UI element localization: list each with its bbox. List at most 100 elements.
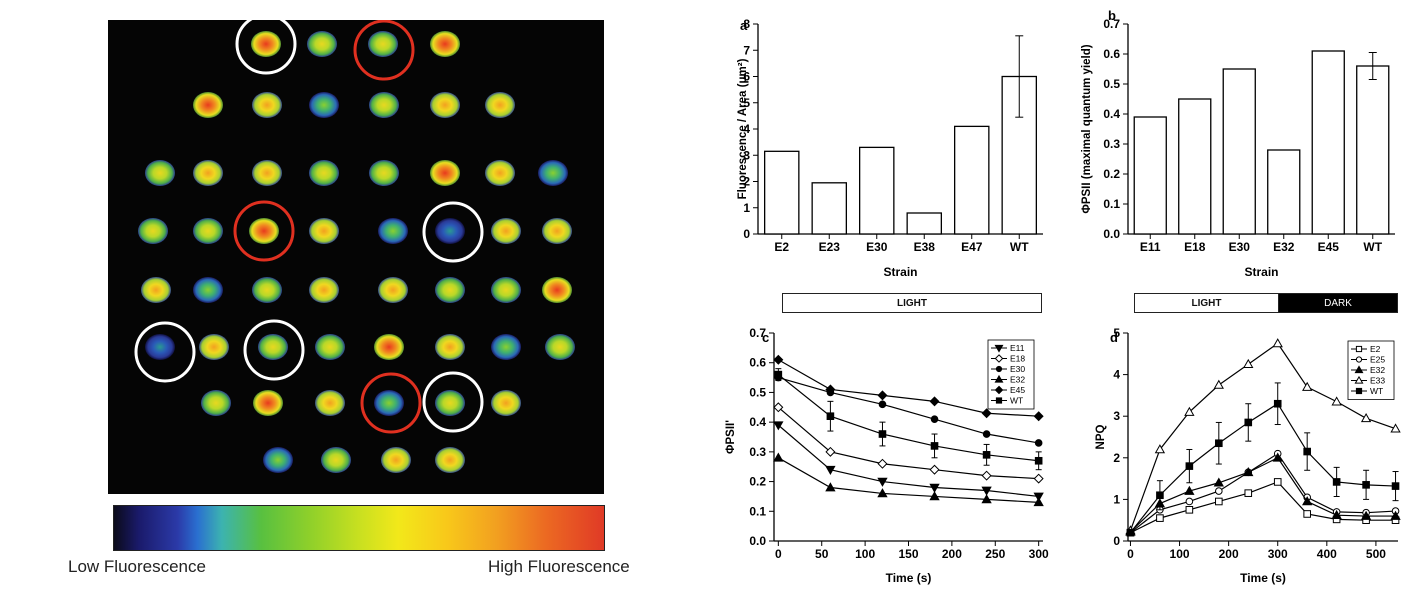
data-point bbox=[981, 470, 992, 481]
highlight-circle bbox=[422, 371, 484, 433]
legend-label: E2 bbox=[1370, 344, 1381, 354]
colony-spot bbox=[309, 160, 339, 186]
series-line bbox=[777, 406, 1039, 480]
bar bbox=[1178, 98, 1212, 235]
legend-label: E33 bbox=[1370, 376, 1385, 386]
y-tick-label: 3 bbox=[1113, 409, 1120, 423]
colorbar-high-label: High Fluorescence bbox=[488, 557, 630, 576]
colony-spot bbox=[307, 31, 337, 57]
dark-bar-d: DARK bbox=[1278, 293, 1398, 313]
data-point bbox=[1184, 485, 1195, 495]
data-point bbox=[773, 452, 784, 462]
y-tick-label: 1 bbox=[743, 201, 750, 215]
data-point bbox=[1360, 510, 1372, 520]
data-point bbox=[1126, 528, 1135, 537]
colony-spot bbox=[491, 218, 521, 244]
data-point bbox=[930, 442, 939, 450]
panel-label: c bbox=[762, 330, 769, 345]
data-point bbox=[1362, 481, 1370, 489]
data-point bbox=[1213, 379, 1224, 389]
data-point bbox=[878, 400, 887, 409]
y-tick-label: 0.5 bbox=[749, 385, 766, 399]
colony-spot bbox=[249, 218, 279, 244]
y-tick-label: 0.6 bbox=[1103, 47, 1120, 61]
x-axis-title: Time (s) bbox=[1240, 571, 1286, 585]
legend-label: E25 bbox=[1370, 355, 1385, 365]
data-point bbox=[1243, 467, 1254, 477]
colony-spot bbox=[485, 92, 515, 118]
y-tick-label: 6 bbox=[743, 70, 750, 84]
legend-label: E32 bbox=[1010, 375, 1025, 385]
data-point bbox=[1156, 514, 1164, 522]
panel-label: b bbox=[1108, 8, 1116, 23]
data-point bbox=[994, 385, 1004, 395]
data-point bbox=[1391, 482, 1400, 490]
colony-spot bbox=[315, 334, 345, 360]
chart-panel-b: b 0.0 0.1 0.2 0.3 0.4 0.5 0.6 0.7 Strain ΦPSII (ma… bbox=[1081, 8, 1395, 279]
x-tick-label: 400 bbox=[1317, 547, 1337, 561]
x-tick-label: E30 bbox=[1229, 240, 1251, 254]
data-point bbox=[878, 430, 887, 438]
colony-spot bbox=[321, 447, 351, 473]
data-point bbox=[1354, 375, 1364, 384]
colony-spot bbox=[542, 218, 572, 244]
highlight-circle bbox=[243, 319, 305, 381]
series-E45 bbox=[773, 354, 1044, 422]
colony-spot bbox=[430, 92, 460, 118]
data-point bbox=[1033, 411, 1044, 422]
data-point bbox=[1185, 506, 1194, 514]
legend-label: E30 bbox=[1010, 364, 1025, 374]
y-tick-label: 2 bbox=[743, 175, 750, 189]
data-point bbox=[1034, 456, 1043, 465]
x-axis-title: Strain bbox=[1244, 265, 1278, 279]
data-point bbox=[1034, 439, 1043, 447]
x-tick-label: 200 bbox=[1219, 547, 1239, 561]
bar bbox=[1222, 68, 1256, 235]
data-point bbox=[773, 354, 784, 365]
y-tick-label: 0.0 bbox=[749, 534, 766, 548]
colony-spot bbox=[545, 334, 575, 360]
series-line bbox=[777, 374, 1039, 462]
legend-box bbox=[987, 339, 1035, 410]
colorbar-low-label: Low Fluorescence bbox=[68, 557, 206, 576]
data-point bbox=[877, 390, 888, 401]
y-axis-title: ΦPSII' bbox=[725, 420, 737, 454]
series-WT bbox=[1126, 382, 1400, 537]
data-point bbox=[1355, 356, 1363, 363]
data-point bbox=[982, 430, 991, 438]
bar bbox=[1356, 65, 1390, 235]
data-point bbox=[929, 464, 940, 475]
y-tick-label: 8 bbox=[743, 17, 750, 31]
data-point bbox=[1185, 497, 1194, 506]
colony-spot bbox=[368, 31, 398, 57]
series-E18 bbox=[773, 402, 1044, 484]
y-tick-label: 0.4 bbox=[1103, 107, 1120, 121]
colony-spot bbox=[491, 334, 521, 360]
data-point bbox=[1033, 473, 1044, 484]
x-tick-label: WT bbox=[1010, 240, 1029, 254]
colony-spot bbox=[369, 92, 399, 118]
colony-spot bbox=[193, 218, 223, 244]
colony-spot bbox=[199, 334, 229, 360]
bar bbox=[859, 146, 895, 235]
data-point bbox=[982, 451, 991, 459]
panel-label: a bbox=[740, 18, 748, 33]
y-axis-title: Fluorescence / Area (μm²) bbox=[737, 58, 749, 199]
colony-spot bbox=[252, 277, 282, 303]
x-tick-label: E18 bbox=[1184, 240, 1206, 254]
data-point bbox=[1154, 444, 1166, 454]
y-axis-title: NPQ bbox=[1095, 424, 1107, 449]
data-point bbox=[877, 458, 888, 469]
data-point bbox=[930, 415, 939, 423]
x-tick-label: E38 bbox=[914, 240, 936, 254]
y-tick-label: 0.0 bbox=[1103, 227, 1120, 241]
data-point bbox=[826, 412, 835, 420]
colony-spot bbox=[485, 160, 515, 186]
x-tick-label: E47 bbox=[961, 240, 983, 254]
panel-label: d bbox=[1110, 330, 1118, 345]
bar bbox=[1267, 149, 1301, 235]
colony-spot bbox=[193, 160, 223, 186]
data-point bbox=[1033, 497, 1044, 507]
